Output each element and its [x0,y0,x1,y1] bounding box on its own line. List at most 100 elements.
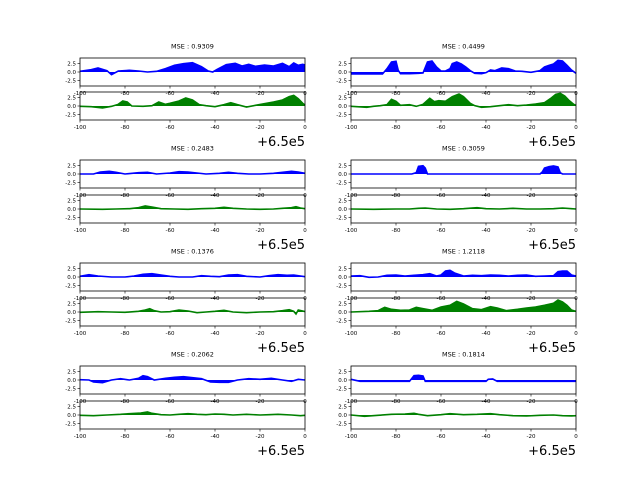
y-tick-label: 2.5 [67,405,76,411]
y-tick-label: -2.5 [336,112,347,118]
top-series-line [79,374,306,384]
x-tick-label: -20 [256,296,265,302]
panel-3: MSE : 0.2483 2.5 0.0 -2.5 -100 -80 -60 -40 -20 0 +… [65,145,307,254]
x-tick-label: -60 [437,193,446,199]
x-tick-label: -80 [121,125,130,131]
bottom-series-line [350,206,577,211]
top-series-area [80,375,305,383]
y-tick-label: 0.0 [338,275,347,281]
x-tick-label: -80 [121,296,130,302]
y-tick-label: 2.5 [67,267,76,273]
x-tick-label: -20 [256,331,265,337]
x-tick-label: -80 [392,331,401,337]
panel-8: MSE : 0.1814 2.5 0.0 -2.5 -100 -80 -60 -40 -20 0 +… [336,351,578,460]
x-tick-label: -80 [392,228,401,234]
y-tick-label: 0.0 [67,275,76,281]
panel-5: MSE : 0.1376 2.5 0.0 -2.5 -100 -80 -60 -40 -20 0 +… [65,248,307,357]
x-tick-label: 0 [574,434,578,440]
x-tick-label: -40 [482,125,491,131]
x-tick-label: -40 [211,193,220,199]
x-tick-label: -40 [211,296,220,302]
x-tick-label: -40 [211,91,220,97]
bottom-series-line [79,94,306,109]
top-series-line [79,272,306,278]
panel-title: MSE : 1.2118 [442,248,485,256]
top-series-area [351,375,576,382]
panel-2: MSE : 0.4499 2.5 0.0 -2.5 -100 -80 -60 -40 -20 0 +… [336,43,578,151]
bottom-series-line [350,299,577,313]
x-tick-label: -60 [166,193,175,199]
x-tick-label: -80 [392,434,401,440]
y-tick-label: 2.5 [338,96,347,102]
y-tick-label: -2.5 [336,283,347,289]
y-tick-label: 0.0 [338,104,347,110]
x-tick-label: -80 [121,91,130,97]
x-tick-label: -20 [256,228,265,234]
x-tick-label: -60 [166,331,175,337]
x-tick-label: 0 [574,228,578,234]
y-tick-label: 0.0 [67,172,76,178]
y-tick-label: -2.5 [65,180,76,186]
y-tick-label: 2.5 [67,370,76,376]
x-tick-label: -80 [392,125,401,131]
x-tick-label: -40 [482,331,491,337]
y-tick-label: -2.5 [65,215,76,221]
x-tick-label: -20 [527,331,536,337]
y-tick-label: 0.0 [338,413,347,419]
x-tick-label: -100 [345,228,358,234]
x-tick-label: -40 [211,434,220,440]
bottom-series-line [350,412,577,418]
x-offset-label: +6.5e5 [528,238,576,253]
y-tick-label: 0.0 [338,378,347,384]
y-tick-label: 0.0 [67,207,76,213]
x-tick-label: -60 [166,228,175,234]
x-offset-label: +6.5e5 [257,444,305,459]
y-tick-label: -2.5 [65,318,76,324]
y-tick-label: 0.0 [67,70,76,76]
x-tick-label: -40 [211,228,220,234]
panel-title: MSE : 0.2062 [171,351,214,359]
x-tick-label: -20 [256,399,265,405]
x-tick-label: -20 [527,193,536,199]
panel-6: MSE : 1.2118 2.5 0.0 -2.5 -100 -80 -60 -40 -20 0 +… [336,248,578,357]
x-tick-label: -60 [437,125,446,131]
y-tick-label: -2.5 [336,215,347,221]
y-tick-label: 2.5 [67,302,76,308]
y-tick-label: -2.5 [336,421,347,427]
y-tick-label: 2.5 [338,267,347,273]
x-tick-label: -20 [256,193,265,199]
y-tick-label: 2.5 [338,62,347,68]
x-tick-label: -80 [392,193,401,199]
x-tick-label: -100 [345,434,358,440]
x-tick-label: 0 [303,331,307,337]
x-tick-label: -100 [74,125,87,131]
panel-title: MSE : 0.4499 [442,43,485,51]
y-tick-label: 2.5 [338,164,347,170]
x-tick-label: -40 [482,193,491,199]
x-tick-label: -100 [74,331,87,337]
x-tick-label: 0 [303,228,307,234]
panel-7: MSE : 0.2062 2.5 0.0 -2.5 -100 -80 -60 -40 -20 0 +… [65,351,307,460]
x-tick-label: 0 [303,434,307,440]
y-tick-label: -2.5 [65,386,76,392]
x-offset-label: +6.5e5 [257,135,305,150]
panel-title: MSE : 0.1376 [171,248,214,256]
x-tick-label: 0 [574,331,578,337]
x-tick-label: -40 [211,125,220,131]
x-tick-label: -60 [437,228,446,234]
x-offset-label: +6.5e5 [528,444,576,459]
y-tick-label: 2.5 [67,62,76,68]
x-tick-label: -20 [527,434,536,440]
y-tick-label: -2.5 [65,112,76,118]
x-tick-label: -20 [256,434,265,440]
y-tick-label: 0.0 [67,310,76,316]
x-tick-label: -80 [121,434,130,440]
top-series-line [350,374,576,383]
x-tick-label: -80 [392,296,401,302]
y-tick-label: -2.5 [336,180,347,186]
x-offset-label: +6.5e5 [528,135,576,150]
panel-title: MSE : 0.1814 [442,351,485,359]
x-tick-label: 0 [574,125,578,131]
panel-title: MSE : 0.3059 [442,145,485,153]
x-tick-label: 0 [303,125,307,131]
